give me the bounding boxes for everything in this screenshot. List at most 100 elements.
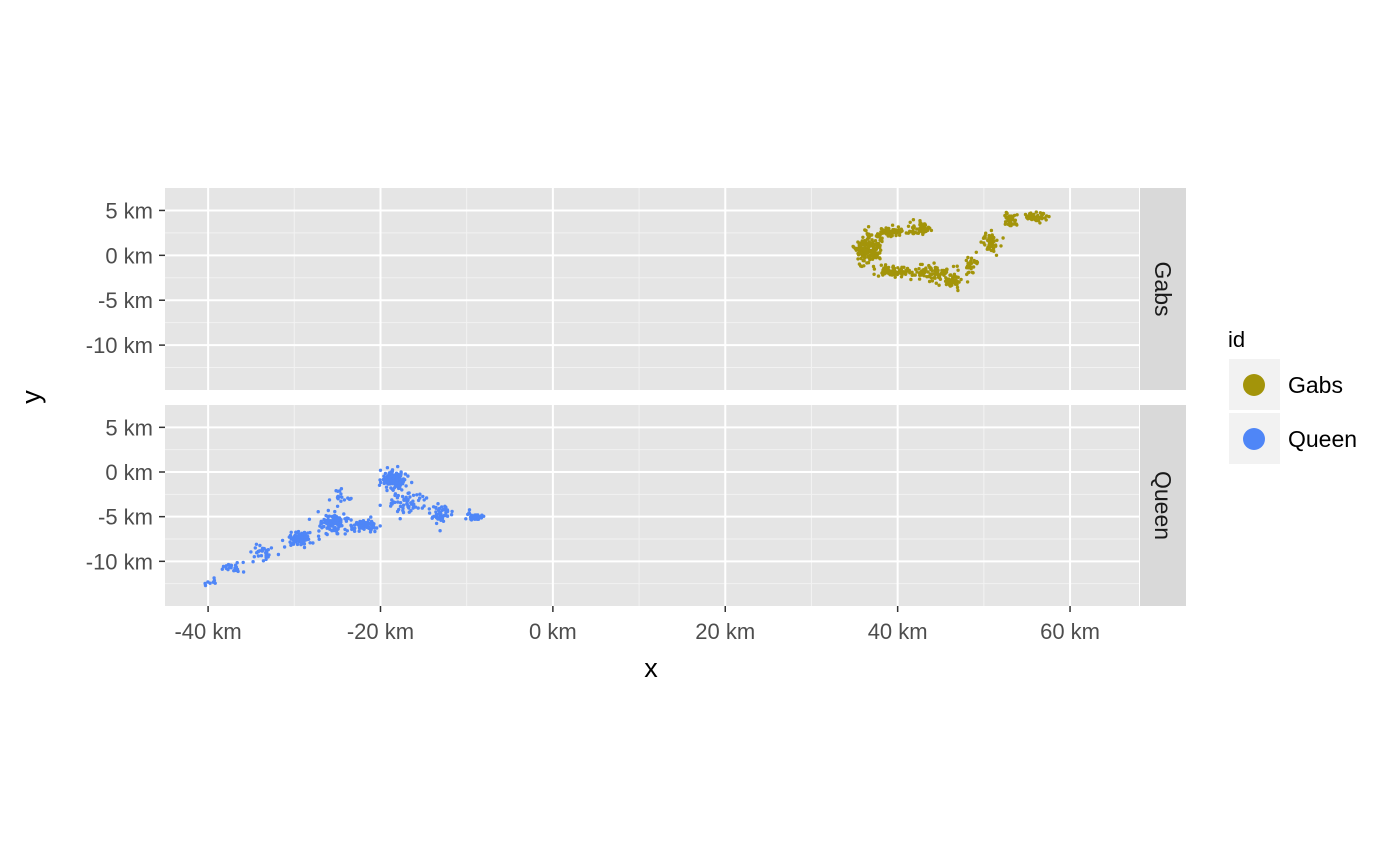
data-point xyxy=(336,494,340,498)
data-point xyxy=(292,537,297,541)
legend-item-gabs: Gabs xyxy=(1229,359,1343,410)
data-point xyxy=(934,281,938,285)
data-point xyxy=(385,466,390,470)
data-point xyxy=(395,477,399,482)
x-tick-label: 20 km xyxy=(695,619,755,644)
data-point xyxy=(894,231,899,235)
data-point xyxy=(944,276,948,280)
data-point xyxy=(324,518,328,523)
data-point xyxy=(947,277,951,281)
data-point xyxy=(327,514,332,518)
data-point xyxy=(339,499,343,503)
data-point xyxy=(908,230,913,234)
data-point xyxy=(265,550,269,555)
data-point xyxy=(948,273,952,277)
data-point xyxy=(383,471,388,476)
data-point xyxy=(881,228,885,232)
data-point xyxy=(915,270,919,274)
data-point xyxy=(861,235,865,239)
data-point xyxy=(436,517,440,521)
data-point xyxy=(434,521,439,526)
data-point xyxy=(388,475,392,479)
facet-strip xyxy=(1140,405,1186,606)
data-point xyxy=(918,270,923,275)
data-point xyxy=(944,282,949,287)
legend-key-swatch xyxy=(1243,374,1265,396)
data-point xyxy=(482,514,486,518)
data-point xyxy=(856,251,860,256)
data-point xyxy=(873,246,877,250)
data-point xyxy=(884,232,889,236)
data-point xyxy=(293,534,297,538)
data-point xyxy=(403,472,408,476)
data-point xyxy=(921,268,925,272)
y-tick-label: -5 km xyxy=(98,505,153,530)
data-point xyxy=(338,522,342,526)
data-point xyxy=(865,251,870,255)
y-axis-title: y xyxy=(16,390,46,404)
series-queen-points xyxy=(203,464,486,588)
data-point xyxy=(289,530,293,534)
data-point xyxy=(889,271,894,276)
data-point xyxy=(913,273,917,277)
data-point xyxy=(409,502,413,506)
data-point xyxy=(1012,222,1016,226)
data-point xyxy=(937,283,941,287)
data-point xyxy=(336,532,340,536)
data-point xyxy=(911,226,916,231)
data-point xyxy=(407,491,411,495)
x-tick-label: -40 km xyxy=(174,619,241,644)
data-point xyxy=(253,546,257,550)
legend-key-swatch xyxy=(1243,428,1265,450)
data-point xyxy=(266,555,270,559)
data-point xyxy=(866,243,870,247)
data-point xyxy=(340,495,344,499)
data-point xyxy=(927,263,931,268)
data-point xyxy=(411,506,415,510)
data-point xyxy=(427,507,431,511)
data-point xyxy=(857,246,861,251)
data-point xyxy=(422,498,426,502)
data-point xyxy=(401,503,406,507)
data-point xyxy=(922,222,926,227)
data-point xyxy=(881,270,885,274)
data-point xyxy=(422,504,426,508)
data-point xyxy=(955,285,960,290)
data-point xyxy=(416,506,420,510)
data-point xyxy=(442,507,446,511)
data-point xyxy=(389,501,393,506)
data-point xyxy=(280,538,285,543)
data-point xyxy=(373,529,377,534)
data-point xyxy=(875,254,879,259)
data-point xyxy=(251,560,255,564)
y-tick-label: -10 km xyxy=(86,333,153,358)
data-point xyxy=(439,512,443,516)
data-point xyxy=(421,494,425,499)
data-point xyxy=(336,518,340,522)
data-point xyxy=(389,504,393,508)
data-point xyxy=(438,529,442,533)
data-point xyxy=(476,516,481,520)
panel-background xyxy=(165,188,1139,390)
data-point xyxy=(927,279,932,284)
data-point xyxy=(1013,218,1018,222)
data-point xyxy=(418,492,422,496)
data-point xyxy=(1023,212,1028,217)
data-point xyxy=(319,522,323,526)
data-point xyxy=(396,464,400,469)
data-point xyxy=(873,239,878,243)
data-point xyxy=(955,279,959,283)
data-point xyxy=(472,515,477,519)
data-point xyxy=(254,542,259,546)
data-point xyxy=(378,524,382,528)
data-point xyxy=(203,581,207,586)
data-point xyxy=(261,559,266,563)
data-point xyxy=(955,264,959,268)
data-point xyxy=(221,564,226,569)
data-point xyxy=(406,504,410,509)
legend-label: Gabs xyxy=(1288,372,1343,398)
data-point xyxy=(467,508,472,512)
data-point xyxy=(411,499,415,503)
data-point xyxy=(906,224,911,228)
data-point xyxy=(966,261,970,265)
